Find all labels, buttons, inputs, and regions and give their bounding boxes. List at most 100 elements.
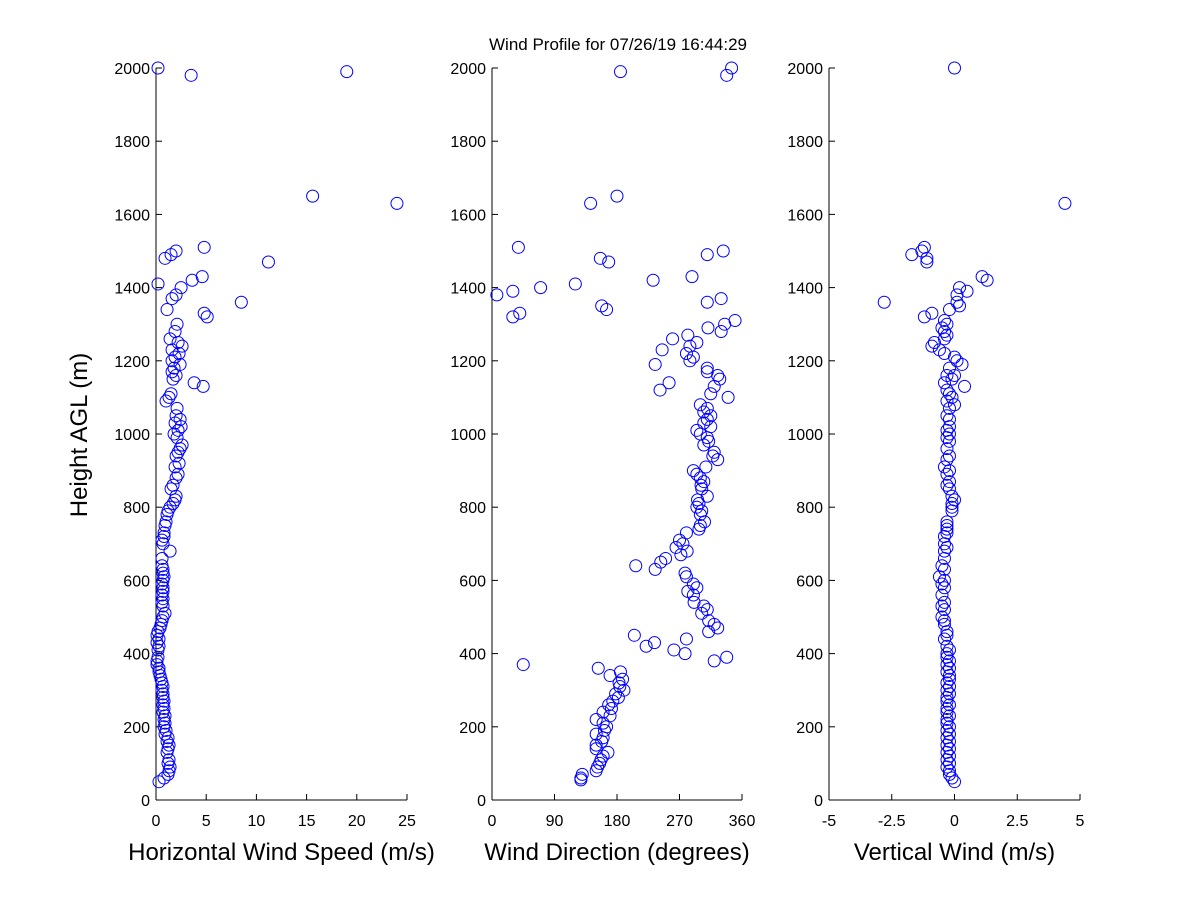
speed-data-point <box>166 497 180 511</box>
vertical-data-point <box>945 497 959 511</box>
speed-data-point <box>151 643 165 657</box>
vertical-data-point <box>945 771 959 785</box>
direction-data-point <box>584 196 598 210</box>
speed-data-point <box>169 368 183 382</box>
speed-data-point <box>156 687 170 701</box>
direction-data-point <box>589 712 603 726</box>
direction-data-point <box>707 654 721 668</box>
vertical-data-point <box>920 255 934 269</box>
speed-y-tick-label: 0 <box>141 793 150 810</box>
vertical-data-point <box>940 694 954 708</box>
speed-data-point <box>160 734 174 748</box>
speed-data-point <box>171 467 185 481</box>
vertical-data-point <box>940 676 954 690</box>
speed-data-point <box>152 632 166 646</box>
speed-y-tick-label: 1400 <box>114 281 150 298</box>
vertical-data-point <box>917 240 931 254</box>
speed-data-point <box>156 599 170 613</box>
vertical-data-point <box>942 654 956 668</box>
vertical-data-point <box>948 775 961 789</box>
vertical-data-point <box>905 248 919 262</box>
direction-data-point <box>683 354 697 368</box>
direction-data-point <box>674 548 688 562</box>
direction-data-point <box>721 390 735 404</box>
speed-data-point <box>158 519 172 532</box>
speed-data-point <box>163 544 177 558</box>
direction-data-point <box>711 621 725 635</box>
vertical-data-point <box>940 625 954 639</box>
vertical-data-point <box>940 409 954 423</box>
vertical-data-point <box>937 562 951 576</box>
vertical-data-point <box>940 522 954 536</box>
speed-x-tick-label: 0 <box>152 813 161 830</box>
vertical-data-point <box>945 500 959 514</box>
direction-data-point <box>596 749 610 763</box>
speed-data-point <box>152 661 166 675</box>
speed-data-point <box>168 493 182 507</box>
speed-y-tick-label: 400 <box>123 647 150 664</box>
direction-data-point <box>648 562 662 576</box>
direction-data-point <box>690 500 704 514</box>
direction-data-point <box>692 522 706 536</box>
vertical-data-point <box>937 332 951 346</box>
direction-data-point <box>655 343 669 357</box>
speed-data-point <box>167 427 181 441</box>
vertical-data-point <box>942 709 956 723</box>
vertical-data-point <box>937 376 951 390</box>
speed-y-tick-label: 1600 <box>114 207 150 224</box>
speed-data-point <box>161 756 175 770</box>
vertical-x-tick-label: -5 <box>822 813 836 830</box>
vertical-data-point <box>940 745 954 759</box>
vertical-data-point <box>955 357 969 371</box>
vertical-data-point <box>940 705 954 719</box>
vertical-data-point <box>953 281 967 295</box>
direction-data-point <box>700 361 714 375</box>
speed-data-point <box>165 365 179 379</box>
vertical-data-point <box>937 581 951 595</box>
direction-data-point <box>589 742 603 756</box>
speed-data-point <box>340 65 354 79</box>
direction-data-point <box>629 559 643 573</box>
direction-data-point <box>610 189 624 203</box>
vertical-data-point <box>937 573 951 587</box>
direction-data-point <box>687 595 701 609</box>
speed-data-point <box>169 471 183 485</box>
speed-data-point <box>150 628 164 642</box>
speed-data-point <box>158 251 172 265</box>
vertical-data-point <box>940 683 954 697</box>
direction-y-tick-label: 1200 <box>450 354 486 371</box>
direction-data-point <box>676 537 690 551</box>
vertical-y-tick-label: 2000 <box>787 61 823 78</box>
direction-data-point <box>648 357 662 371</box>
vertical-data-point <box>940 478 954 492</box>
vertical-data-point <box>937 537 951 551</box>
speed-y-tick-label: 1800 <box>114 134 150 151</box>
speed-data-point <box>163 332 177 346</box>
direction-data-point <box>690 423 704 437</box>
vertical-data-point <box>940 628 954 642</box>
vertical-data-point <box>942 680 956 694</box>
vertical-data-point <box>940 658 954 672</box>
vertical-data-point <box>940 731 954 745</box>
vertical-y-tick-label: 1000 <box>787 427 823 444</box>
direction-data-point <box>697 416 711 430</box>
direction-data-point <box>639 639 653 653</box>
direction-data-point <box>692 497 706 511</box>
direction-data-point <box>659 551 673 565</box>
speed-data-point <box>167 361 181 375</box>
direction-x-tick-label: 270 <box>666 813 693 830</box>
direction-data-point <box>706 449 720 463</box>
direction-data-point <box>600 303 614 317</box>
vertical-data-point <box>945 504 959 518</box>
direction-data-point <box>711 453 725 467</box>
vertical-data-point <box>942 720 956 734</box>
vertical-data-point <box>948 61 961 75</box>
direction-y-tick-label: 600 <box>459 573 486 590</box>
direction-data-point <box>601 745 615 759</box>
direction-data-point <box>627 628 641 642</box>
vertical-data-point <box>942 449 956 463</box>
speed-data-point <box>155 551 169 565</box>
direction-data-point <box>653 383 667 397</box>
direction-data-point <box>589 764 603 778</box>
vertical-data-point <box>942 742 956 756</box>
